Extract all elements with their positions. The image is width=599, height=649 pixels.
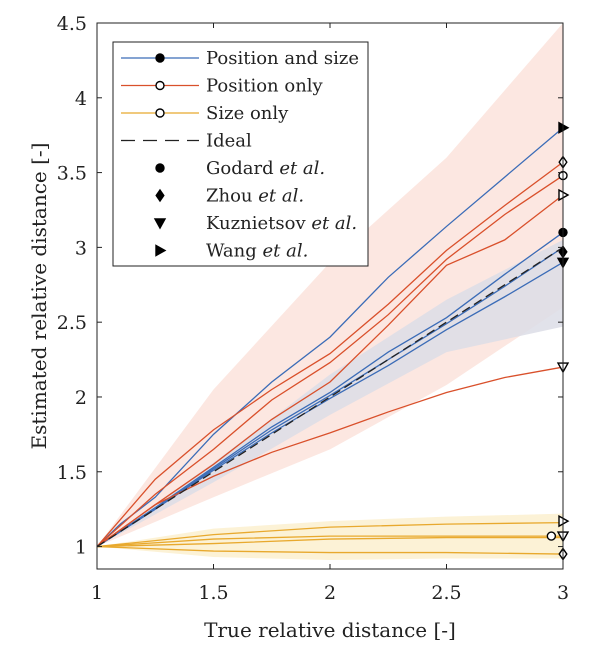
y-axis-label: Estimated relative distance [-] bbox=[27, 143, 51, 450]
series-lines bbox=[96, 127, 564, 555]
legend-label-etal: et al. bbox=[263, 241, 309, 262]
legend-label-name: Godard bbox=[206, 158, 279, 179]
x-tick-label: 2.5 bbox=[431, 582, 461, 604]
y-axis-ticks: 1 1.5 2 2.5 3 3.5 4 4.5 bbox=[57, 13, 563, 559]
ideal-line bbox=[96, 246, 564, 548]
legend-label-size_only: Size only bbox=[206, 103, 289, 124]
legend-marker-wang bbox=[155, 244, 167, 257]
legend-label-godard: Godard et al. bbox=[206, 158, 325, 179]
series-line-position_only-4 bbox=[96, 161, 564, 547]
legend-marker-zhou bbox=[155, 188, 165, 203]
legend-label-position_and_size: Position and size bbox=[206, 48, 359, 69]
series-line-size_only-10 bbox=[96, 536, 563, 548]
series-line-size_only-11 bbox=[96, 545, 564, 555]
y-tick-label: 2.5 bbox=[57, 312, 87, 334]
band-2 bbox=[97, 513, 563, 561]
series-line-size_only-8 bbox=[96, 521, 564, 548]
legend-marker-godard bbox=[155, 163, 165, 173]
legend-label-etal: et al. bbox=[311, 213, 357, 234]
y-tick-label: 3.5 bbox=[57, 163, 87, 185]
x-axis-ticks: 1 1.5 2 2.5 3 bbox=[91, 23, 569, 604]
y-tick-label: 3 bbox=[75, 237, 87, 259]
legend-label-etal: et al. bbox=[258, 186, 304, 207]
series-line-position_only-5 bbox=[96, 175, 564, 548]
legend-label-name: Zhou bbox=[206, 186, 258, 207]
x-axis-label: True relative distance [-] bbox=[204, 618, 456, 642]
series-line-size_only-9 bbox=[96, 535, 563, 548]
marker-godard-size_only bbox=[546, 531, 557, 541]
legend-label-zhou: Zhou et al. bbox=[206, 186, 304, 207]
y-tick-label: 1.5 bbox=[57, 462, 87, 484]
legend-marker-kuznietsov bbox=[153, 218, 167, 230]
legend-label-kuznietsov: Kuznietsov et al. bbox=[206, 213, 357, 234]
series-line-position_only-6 bbox=[96, 194, 564, 548]
legend-marker-size_only bbox=[155, 108, 165, 118]
legend-marker-position_only bbox=[155, 80, 165, 91]
series-line-position_and_size-1 bbox=[96, 231, 564, 548]
legend-label-wang: Wang et al. bbox=[206, 241, 308, 262]
x-tick-label: 1.5 bbox=[198, 582, 228, 604]
legend-label-name: Kuznietsov bbox=[206, 213, 311, 234]
x-tick-label: 1 bbox=[91, 582, 103, 604]
y-tick-label: 1 bbox=[75, 537, 87, 559]
legend-box bbox=[112, 41, 369, 267]
x-tick-label: 3 bbox=[557, 582, 569, 604]
y-tick-label: 4.5 bbox=[57, 13, 87, 35]
band-0 bbox=[97, 23, 563, 547]
legend-label-etal: et al. bbox=[279, 158, 325, 179]
legend: Position and size Position only Size only I… bbox=[112, 41, 369, 267]
x-tick-label: 2 bbox=[324, 582, 336, 604]
ideal-line-group bbox=[96, 246, 564, 548]
legend-label-position_only: Position only bbox=[206, 76, 324, 97]
legend-marker-position_and_size bbox=[155, 53, 165, 63]
series-line-position_only-7 bbox=[96, 366, 564, 548]
legend-label-ideal: Ideal bbox=[206, 131, 252, 152]
y-tick-label: 4 bbox=[75, 88, 87, 110]
legend-label-name: Wang bbox=[206, 241, 263, 262]
y-tick-label: 2 bbox=[75, 387, 87, 409]
